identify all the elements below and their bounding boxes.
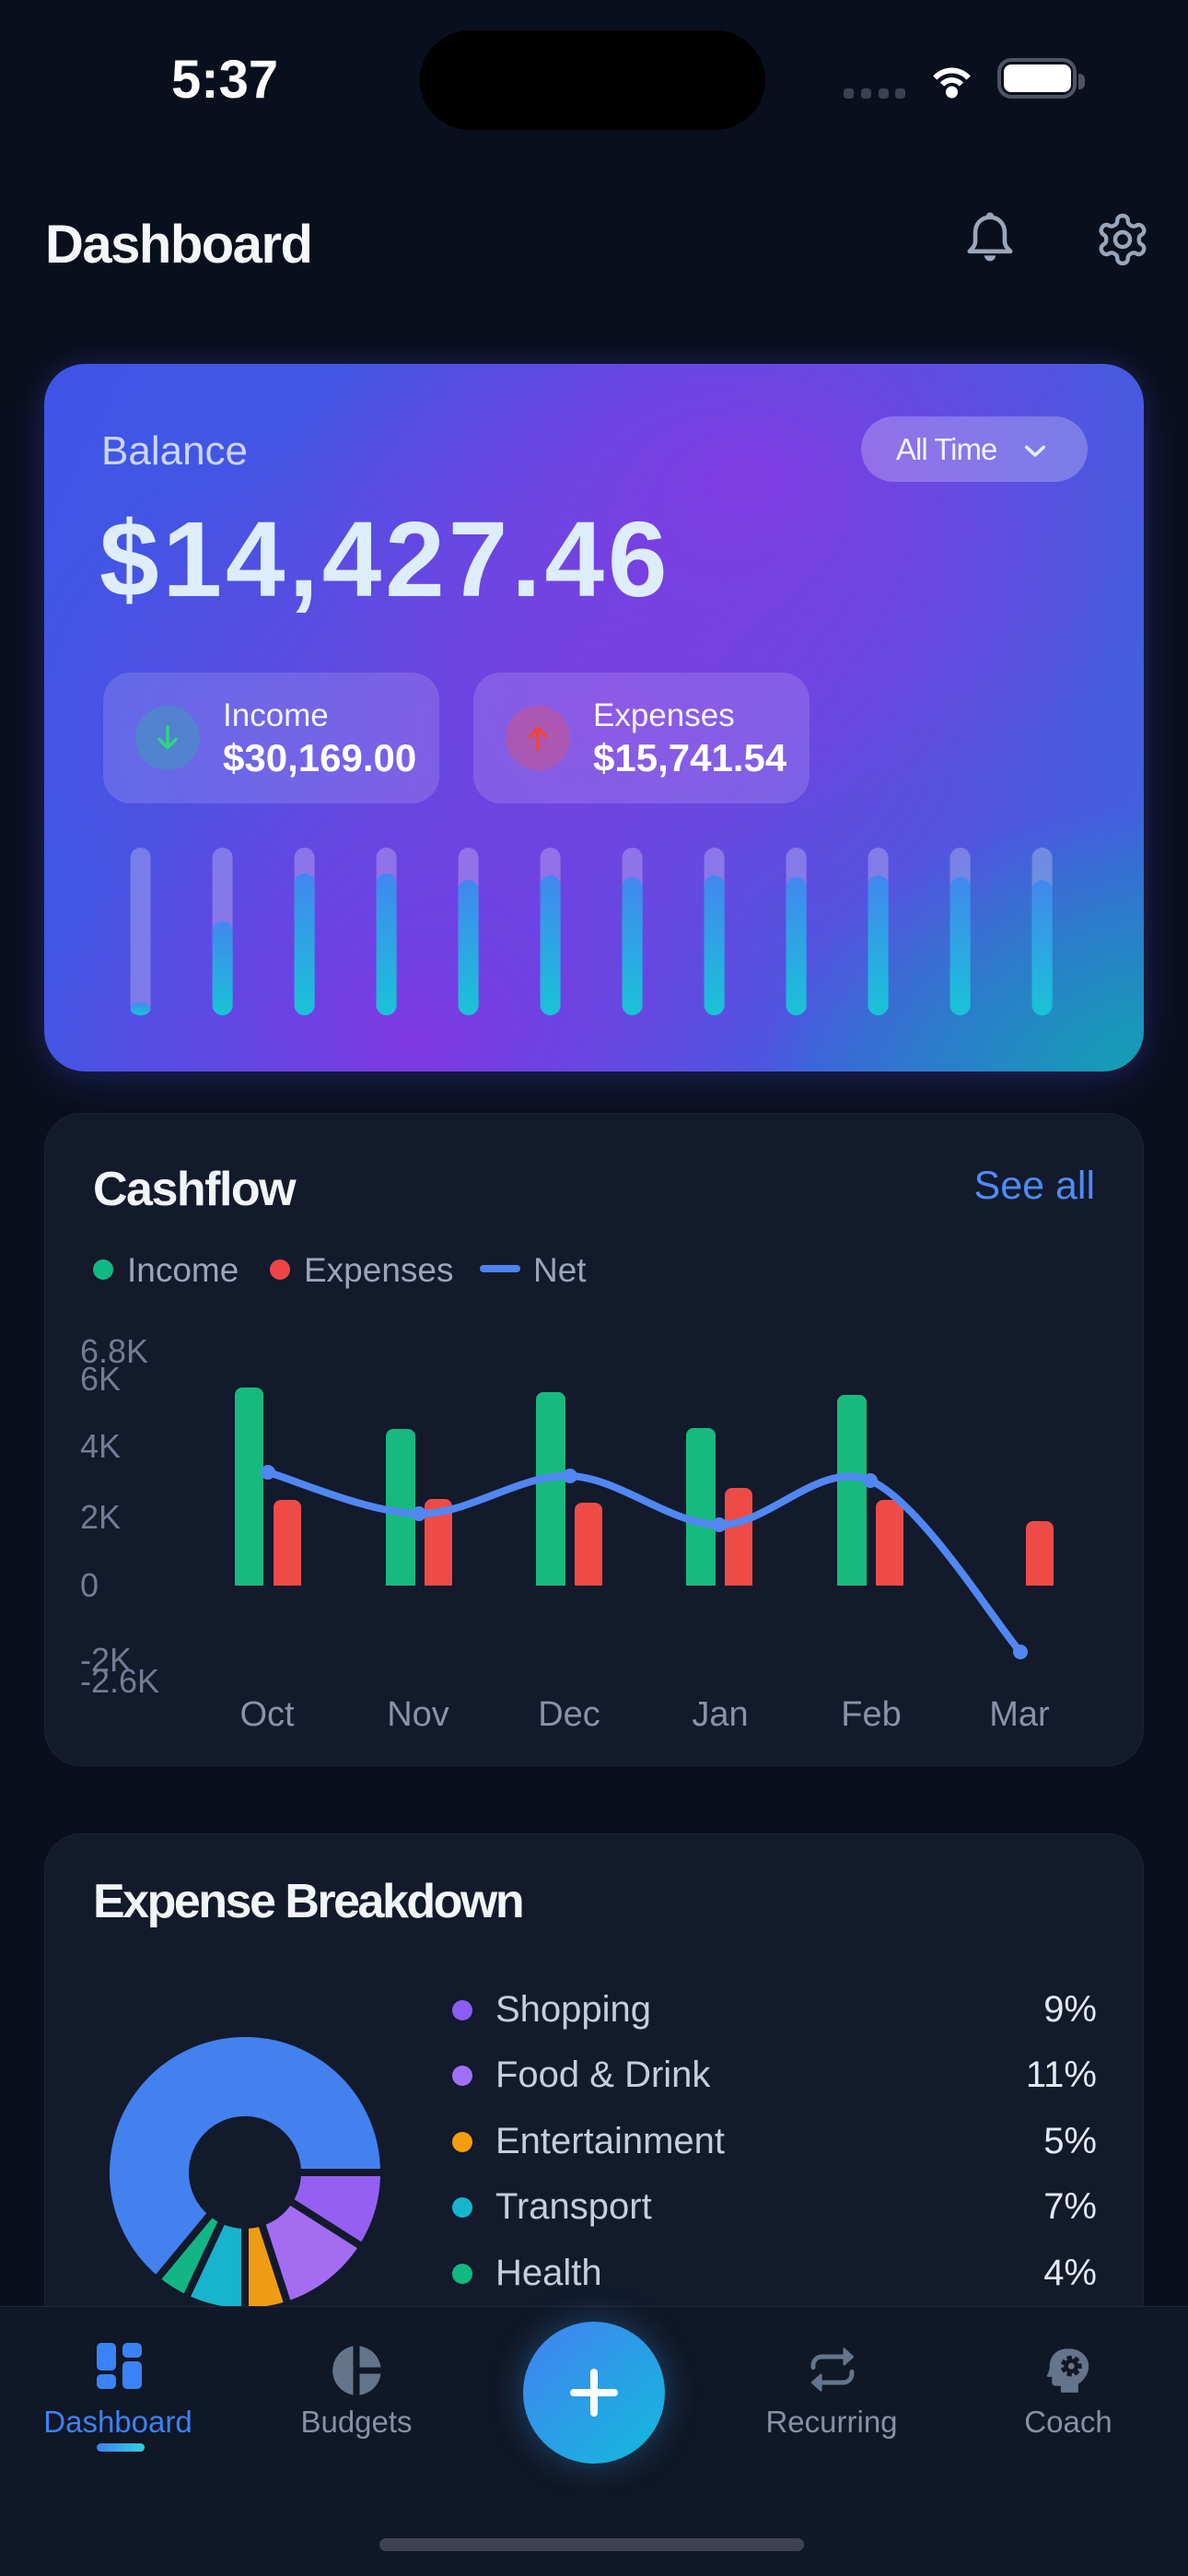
svg-text:Nov: Nov	[387, 1695, 449, 1734]
svg-text:6K: 6K	[80, 1360, 121, 1398]
svg-text:6.8K: 6.8K	[80, 1332, 148, 1370]
svg-text:-2K: -2K	[80, 1641, 132, 1679]
svg-text:Oct: Oct	[239, 1695, 295, 1734]
svg-text:2K: 2K	[80, 1498, 121, 1536]
svg-text:0: 0	[80, 1566, 99, 1604]
svg-text:Net: Net	[533, 1251, 587, 1289]
svg-text:Income: Income	[127, 1251, 239, 1289]
svg-text:Jan: Jan	[692, 1695, 748, 1734]
svg-text:4K: 4K	[80, 1427, 121, 1465]
svg-text:Expenses: Expenses	[304, 1251, 454, 1289]
svg-text:Feb: Feb	[841, 1695, 901, 1734]
svg-text:Dec: Dec	[538, 1695, 600, 1734]
svg-text:-2.6K: -2.6K	[80, 1662, 159, 1700]
svg-text:Mar: Mar	[989, 1695, 1050, 1734]
